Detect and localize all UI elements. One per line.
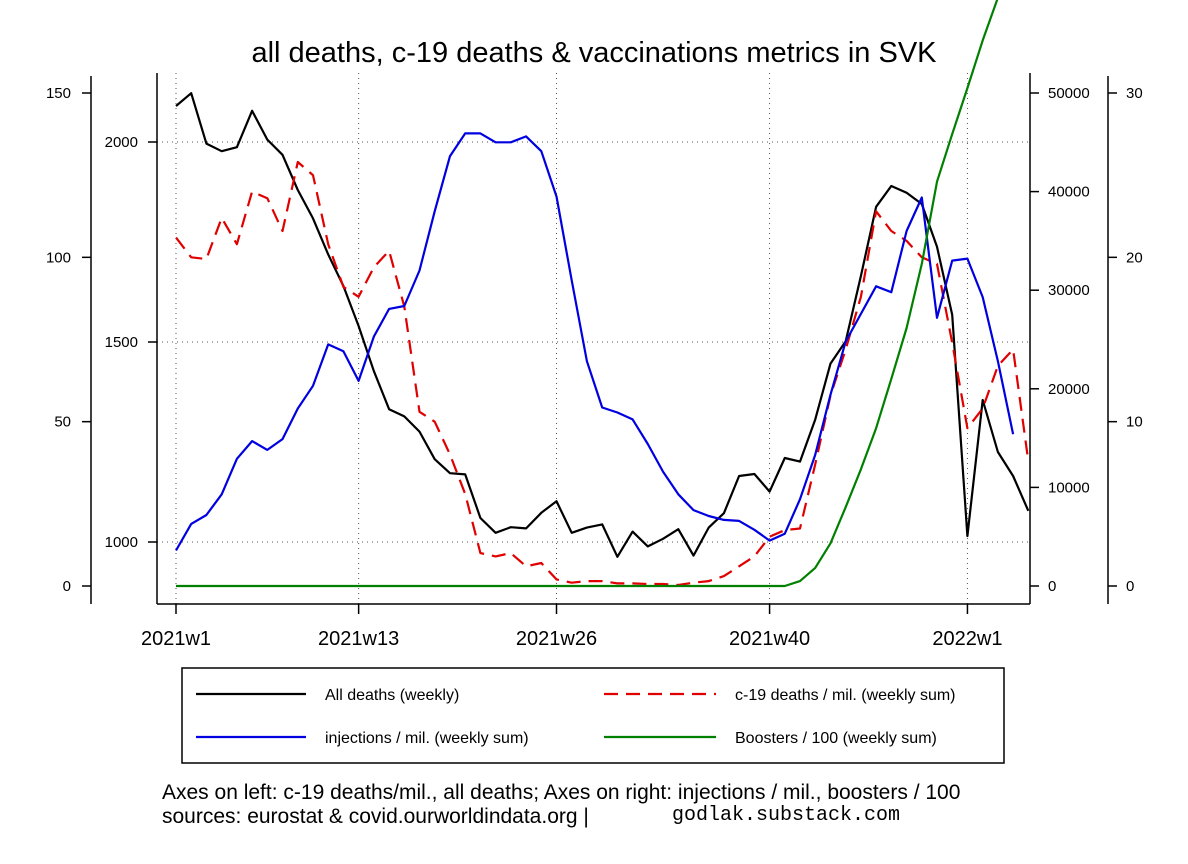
left_inner-tick-label-1: 1500: [105, 334, 138, 351]
right_outer-tick-label-3: 30: [1126, 85, 1143, 102]
right_inner-tick-label-3: 30000: [1048, 282, 1090, 299]
x-tick-label-3: 2021w40: [729, 628, 810, 650]
series-lines: [175, 0, 1030, 588]
legend-label-injections: injections / mil. (weekly sum): [325, 730, 529, 747]
right_inner-tick-label-2: 20000: [1048, 381, 1090, 398]
right_outer-tick-label-2: 20: [1126, 249, 1143, 266]
legend-box: [181, 667, 1005, 764]
x-tick-label-0: 2021w1: [141, 628, 211, 650]
footer-brand: godlak.substack.com: [672, 804, 900, 827]
x-tick-label-2: 2021w26: [516, 628, 597, 650]
series-line-boosters: [176, 0, 999, 588]
left_outer-tick-label-0: 0: [63, 578, 71, 595]
grid: [157, 73, 1030, 604]
right_outer-tick-label-0: 0: [1126, 578, 1134, 595]
legend-label-boosters: Boosters / 100 (weekly sum): [735, 730, 937, 747]
right_outer-tick-label-1: 10: [1126, 414, 1143, 431]
left_outer-tick-label-2: 100: [46, 249, 71, 266]
legend-label-all-deaths: All deaths (weekly): [325, 687, 459, 704]
x-tick-label-4: 2022w1: [932, 628, 1002, 650]
left_inner-tick-label-2: 2000: [105, 134, 138, 151]
right_inner-tick-label-0: 0: [1048, 578, 1056, 595]
legend: All deaths (weekly) c-19 deaths / mil. (…: [181, 667, 1005, 764]
series-line-c19-deaths: [175, 160, 1030, 587]
axes: 0501001501000150020000100002000030000400…: [46, 73, 1143, 650]
series-line-injections: [175, 132, 1015, 552]
left_inner-tick-label-0: 1000: [105, 534, 138, 551]
right_inner-tick-label-1: 10000: [1048, 479, 1090, 496]
series-line-all-deaths: [175, 92, 1030, 558]
right_inner-tick-label-5: 50000: [1048, 85, 1090, 102]
x-tick-label-1: 2021w13: [318, 628, 399, 650]
left_outer-tick-label-1: 50: [54, 414, 71, 431]
footer-axes-note: Axes on left: c-19 deaths/mil., all deat…: [162, 781, 960, 804]
left_outer-tick-label-3: 150: [46, 85, 71, 102]
footer-sources: sources: eurostat & covid.ourworldindata…: [162, 805, 589, 828]
right_inner-tick-label-4: 40000: [1048, 184, 1090, 201]
legend-label-c19-deaths: c-19 deaths / mil. (weekly sum): [735, 687, 956, 704]
chart-title: all deaths, c-19 deaths & vaccinations m…: [251, 37, 937, 69]
